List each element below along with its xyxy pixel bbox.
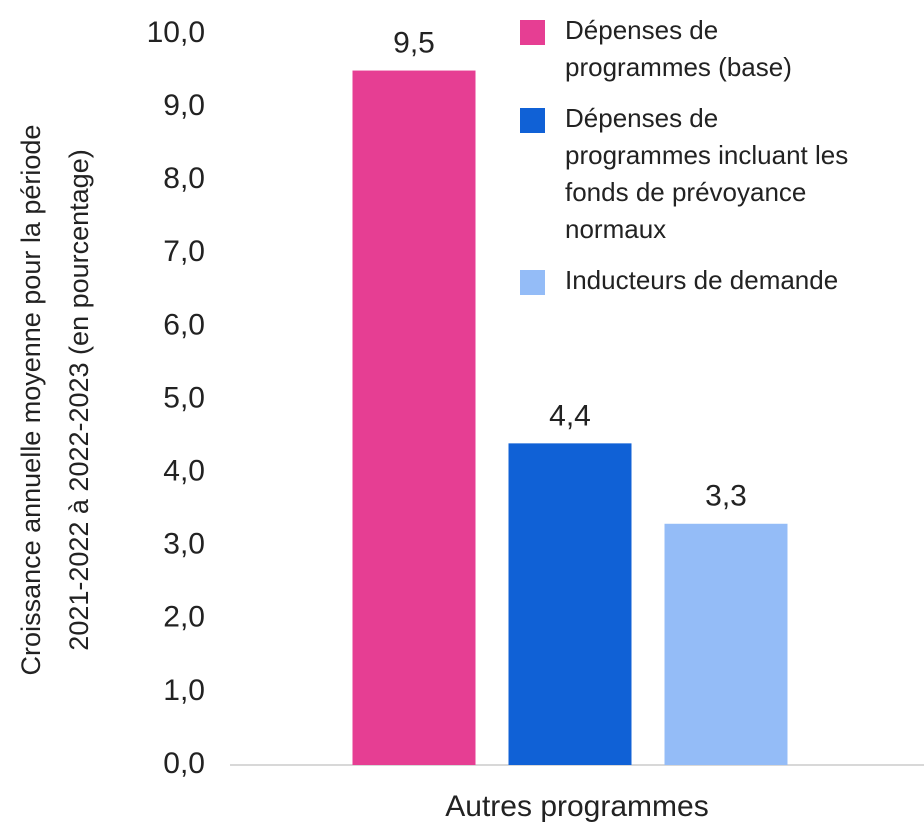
y-axis-title: Croissance annuelle moyenne pour la péri… [16, 124, 94, 676]
y-tick-label: 1,0 [163, 674, 205, 707]
legend-swatch [520, 270, 545, 295]
legend-label: Dépenses de programmes incluant les fond… [565, 103, 849, 244]
legend-label: Inducteurs de demande [565, 265, 839, 295]
bar [352, 70, 476, 766]
y-tick-label: 0,0 [163, 747, 205, 780]
legend-item: Inducteurs de demande [520, 262, 860, 299]
legend-label: Dépenses de programmes (base) [565, 15, 792, 82]
legend-item: Dépenses de programmes (base) [520, 12, 860, 86]
legend: Dépenses de programmes (base) Dépenses de… [520, 12, 860, 313]
x-tick-label: Autres programmes [445, 790, 708, 823]
legend-swatch [520, 108, 545, 133]
data-label: 4,4 [549, 399, 591, 432]
y-tick-label: 10,0 [147, 16, 205, 49]
y-tick-label: 7,0 [163, 235, 205, 268]
y-tick-label: 4,0 [163, 455, 205, 488]
y-tick-label: 2,0 [163, 601, 205, 634]
data-label: 9,5 [393, 26, 435, 59]
y-tick-label: 3,0 [163, 528, 205, 561]
data-label: 3,3 [705, 480, 747, 513]
bar [664, 523, 788, 765]
y-tick-label: 8,0 [163, 162, 205, 195]
y-tick-label: 5,0 [163, 381, 205, 414]
legend-swatch [520, 20, 545, 45]
bar [508, 443, 632, 765]
legend-item: Dépenses de programmes incluant les fond… [520, 100, 860, 248]
y-tick-label: 6,0 [163, 308, 205, 341]
y-tick-label: 9,0 [163, 89, 205, 122]
